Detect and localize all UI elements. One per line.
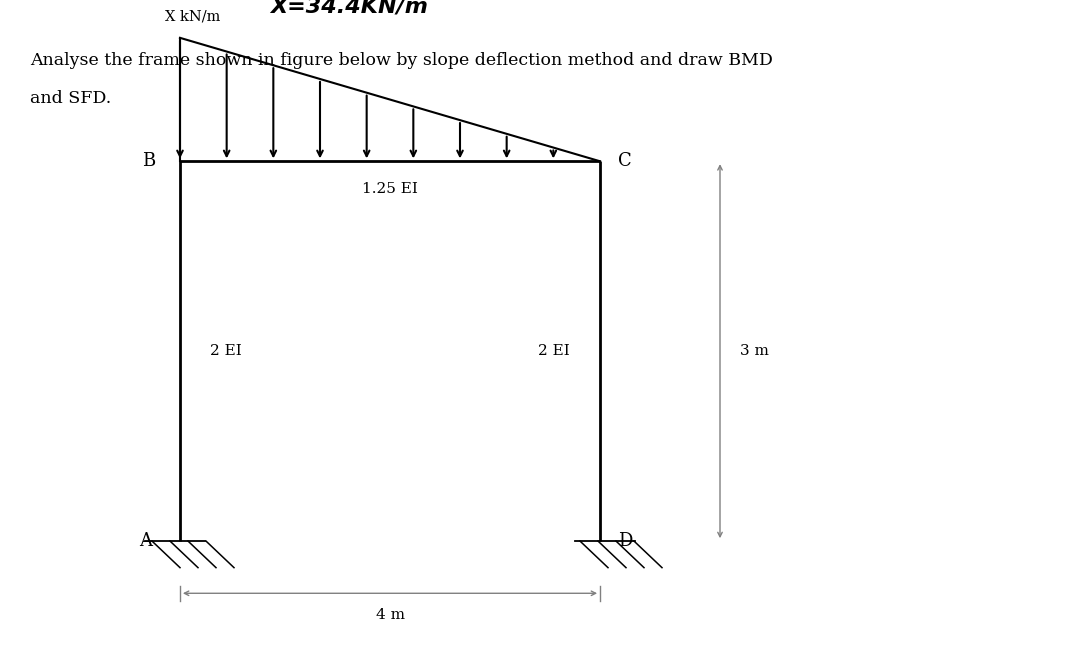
- Text: 1.25 EI: 1.25 EI: [362, 182, 418, 196]
- Text: 4 m: 4 m: [376, 608, 405, 622]
- Text: Analyse the frame shown in figure below by slope deflection method and draw BMD: Analyse the frame shown in figure below …: [30, 52, 773, 69]
- Text: 2 EI: 2 EI: [538, 344, 570, 358]
- Text: 2 EI: 2 EI: [211, 344, 242, 358]
- Text: X kN/m: X kN/m: [165, 10, 220, 24]
- Text: D: D: [618, 532, 633, 550]
- Text: B: B: [142, 152, 155, 170]
- Text: A: A: [139, 532, 153, 550]
- Text: 3 m: 3 m: [740, 344, 769, 358]
- Text: X=34.4KN/m: X=34.4KN/m: [270, 0, 427, 17]
- Text: and SFD.: and SFD.: [30, 90, 112, 107]
- Text: C: C: [618, 152, 632, 170]
